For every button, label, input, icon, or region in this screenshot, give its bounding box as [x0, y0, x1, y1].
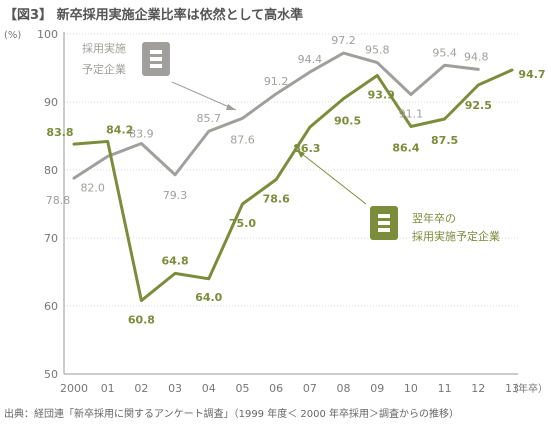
chart-title: 【図3】 新卒採用実施企業比率は依然として高水準: [4, 8, 304, 23]
data-label: 78.6: [263, 193, 290, 206]
data-label: 78.8: [46, 194, 71, 207]
x-tick-label: 10: [404, 382, 418, 395]
legend-label: 翌年卒の: [412, 211, 456, 225]
x-tick-label: 09: [370, 382, 384, 395]
x-tick-label: 12: [471, 382, 485, 395]
x-tick-label: 07: [303, 382, 317, 395]
building-window: [378, 214, 390, 218]
x-tick-label: 2000: [60, 382, 88, 395]
legend-pointer-arrow: [226, 104, 236, 110]
data-label: 87.5: [431, 134, 458, 147]
data-label: 84.2: [106, 123, 133, 136]
chart-source: 出典：経団連「新卒採用に関するアンケート調査」（1999 年度＜ 2000 年卒…: [4, 409, 460, 420]
data-label: 90.5: [334, 115, 361, 128]
series-line-green: [72, 68, 514, 303]
data-label: 85.7: [197, 112, 222, 125]
x-tick-label: 05: [235, 382, 249, 395]
data-label: 82.0: [80, 181, 105, 194]
building-window: [150, 50, 162, 54]
data-label: 92.5: [465, 99, 492, 112]
data-label: 60.8: [128, 314, 155, 327]
y-tick-label: 70: [44, 232, 58, 245]
legend-label: 採用実施: [82, 41, 126, 55]
x-tick-label: 01: [101, 382, 115, 395]
legend-pointer: [171, 81, 237, 111]
y-unit-label: (%): [4, 30, 21, 41]
legend-label: 採用実施予定企業: [412, 229, 500, 243]
x-tick-label: 03: [168, 382, 182, 395]
x-tick-label: 02: [134, 382, 148, 395]
data-label: 95.4: [432, 46, 457, 59]
data-label: 97.2: [331, 34, 356, 47]
data-label: 86.4: [392, 141, 419, 154]
x-tick-label: 11: [438, 382, 452, 395]
legend-pointer-arrow: [297, 150, 305, 158]
data-label: 95.8: [365, 44, 390, 57]
x-tick-label: 13: [505, 382, 519, 395]
y-tick-label: 90: [44, 96, 58, 109]
data-label: 64.0: [195, 291, 222, 304]
building-window: [150, 57, 162, 61]
data-label: 93.9: [368, 88, 395, 101]
legend-pointer: [296, 149, 367, 205]
building-window: [150, 64, 162, 68]
x-tick-label: 06: [269, 382, 283, 395]
data-label: 94.4: [298, 53, 323, 66]
data-label: 64.8: [162, 254, 189, 267]
x-tick-label: 08: [337, 382, 351, 395]
x-tick-label: 04: [202, 382, 216, 395]
data-label: 86.3: [293, 142, 320, 155]
building-window: [378, 228, 390, 232]
data-label: 79.3: [163, 189, 188, 202]
data-label: 75.0: [229, 217, 256, 230]
data-label: 83.9: [129, 127, 154, 140]
y-tick-label: 100: [37, 28, 58, 41]
data-label: 91.2: [264, 75, 289, 88]
data-label: 83.8: [46, 126, 73, 139]
data-label: 94.8: [464, 50, 489, 63]
y-tick-label: 80: [44, 164, 58, 177]
data-label: 91.1: [399, 108, 424, 121]
building-window: [378, 221, 390, 225]
data-label: 87.6: [230, 133, 255, 146]
y-tick-label: 50: [44, 368, 58, 381]
series-line-gray: [72, 51, 480, 180]
y-tick-label: 60: [44, 300, 58, 313]
legend-label: 予定企業: [82, 62, 126, 76]
data-label: 94.7: [518, 68, 545, 81]
x-unit-label: （年卒）: [508, 382, 548, 395]
